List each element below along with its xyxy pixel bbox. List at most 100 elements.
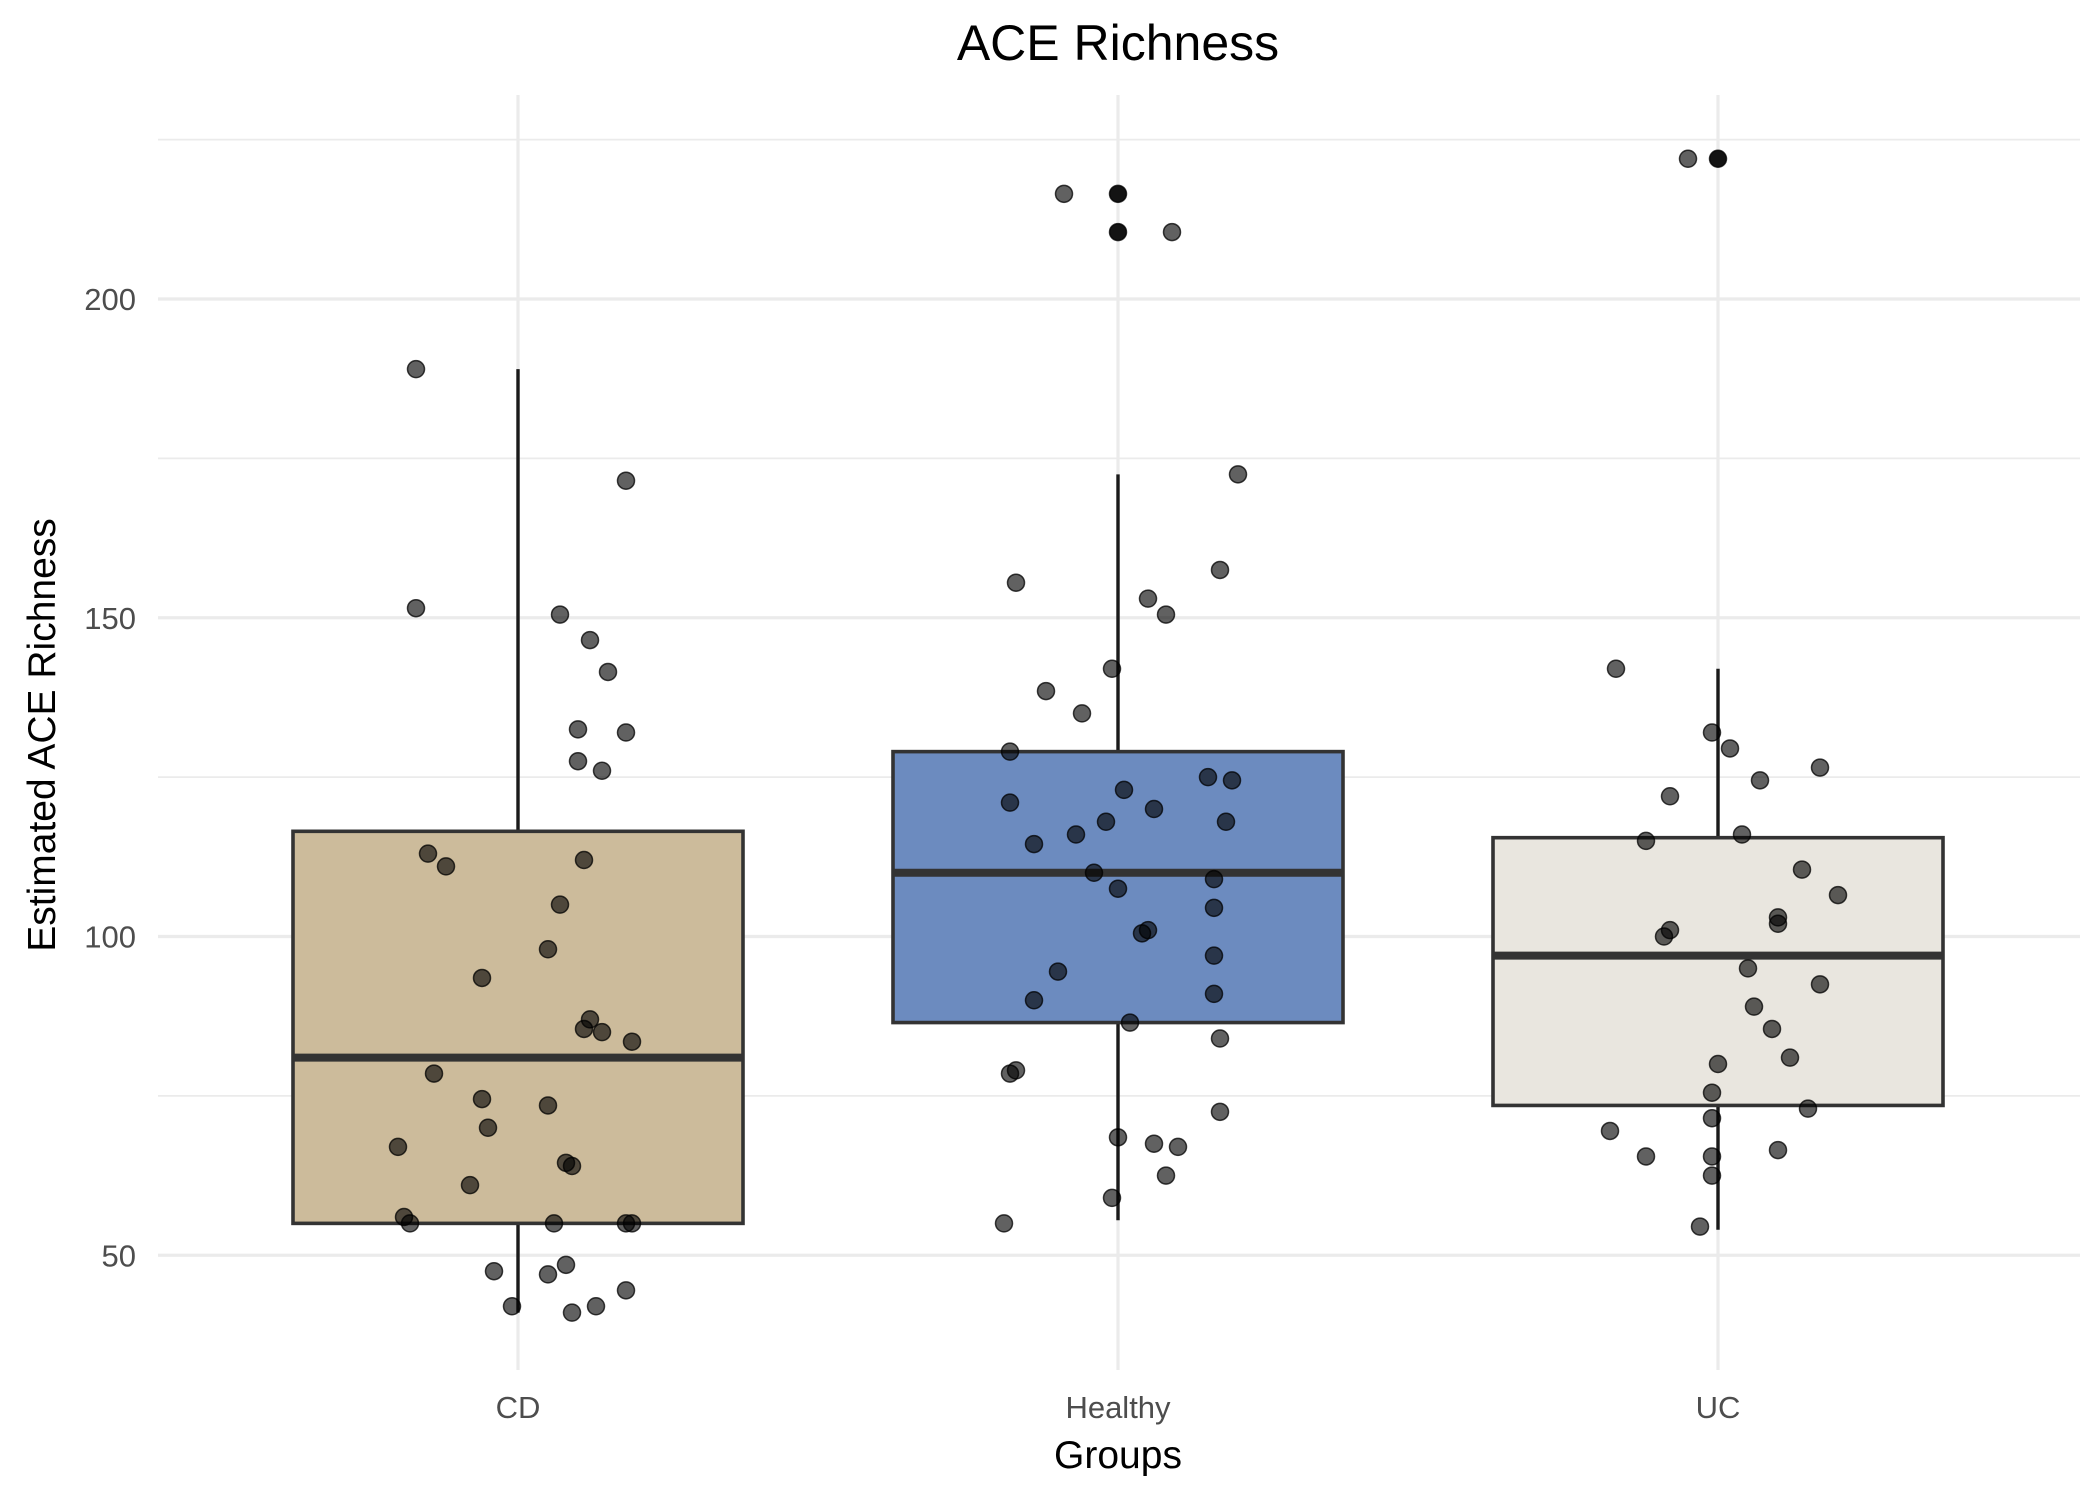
data-point — [580, 630, 600, 650]
data-point — [538, 1096, 558, 1115]
data-point — [1072, 704, 1092, 723]
data-point — [1828, 885, 1848, 905]
data-point — [1702, 1147, 1722, 1166]
data-point — [616, 1281, 636, 1300]
data-point — [1810, 758, 1830, 777]
data-point — [574, 1019, 594, 1039]
data-point — [568, 751, 588, 771]
data-point — [1210, 560, 1230, 580]
data-point — [1204, 984, 1224, 1004]
data-point — [1702, 723, 1722, 742]
data-point — [1228, 465, 1248, 484]
data-point — [1144, 1134, 1164, 1153]
data-point — [1702, 1166, 1722, 1185]
data-point — [1798, 1099, 1818, 1118]
outliers — [1109, 150, 1727, 241]
data-point — [1108, 1128, 1128, 1147]
data-point — [1006, 573, 1026, 592]
data-point — [556, 1255, 576, 1275]
data-point — [406, 359, 426, 379]
data-point — [1204, 946, 1224, 965]
data-point — [616, 723, 636, 742]
data-point — [1210, 1102, 1230, 1122]
data-point — [1054, 184, 1074, 204]
data-point — [1744, 997, 1764, 1016]
x-axis-ticks: CD Healthy UC — [496, 1390, 1741, 1425]
data-point — [1132, 924, 1152, 943]
data-point — [1120, 1013, 1140, 1032]
data-point — [1222, 771, 1242, 790]
data-point — [1144, 799, 1164, 819]
data-point — [622, 1214, 642, 1233]
data-point — [1762, 1019, 1782, 1039]
data-point — [1708, 1054, 1728, 1074]
data-point — [1204, 898, 1224, 918]
data-point — [418, 844, 438, 863]
data-point — [1156, 605, 1176, 624]
data-point — [1678, 149, 1698, 168]
data-point — [1768, 914, 1788, 933]
data-point — [538, 1265, 558, 1284]
data-point — [1792, 860, 1812, 879]
data-point — [484, 1261, 504, 1281]
data-point — [1138, 589, 1158, 608]
data-point — [1156, 1166, 1176, 1185]
data-point — [562, 1303, 582, 1322]
data-point — [1108, 184, 1128, 204]
data-point — [1168, 1137, 1188, 1157]
data-point — [1636, 1147, 1656, 1166]
data-point — [1036, 681, 1056, 701]
data-point — [622, 1032, 642, 1051]
data-point — [1738, 959, 1758, 978]
y-tick-label: 50 — [102, 1238, 136, 1273]
data-point — [1024, 834, 1044, 854]
data-point — [1000, 742, 1020, 761]
data-point — [1162, 222, 1182, 242]
data-point — [1066, 825, 1086, 844]
data-point — [550, 605, 570, 624]
x-tick-label: Healthy — [1065, 1390, 1171, 1425]
data-point — [544, 1214, 564, 1233]
data-point — [574, 850, 594, 870]
data-point — [616, 471, 636, 490]
data-point — [502, 1297, 522, 1316]
data-point — [1660, 787, 1680, 806]
y-tick-label: 200 — [84, 282, 136, 317]
data-point — [538, 940, 558, 959]
data-point — [436, 857, 456, 876]
data-point — [592, 1022, 612, 1042]
data-point — [994, 1214, 1014, 1233]
data-point — [1216, 812, 1236, 831]
data-point — [1000, 1064, 1020, 1083]
data-point — [460, 1175, 480, 1195]
data-point — [1198, 767, 1218, 787]
data-point — [1708, 149, 1728, 168]
data-point — [1048, 962, 1068, 981]
y-axis-title: Estimated ACE Richness — [21, 518, 64, 952]
data-point — [1702, 1083, 1722, 1102]
data-point — [1108, 879, 1128, 898]
data-point — [1102, 1188, 1122, 1208]
data-point — [550, 895, 570, 914]
y-axis-ticks: 50 100 150 200 — [84, 282, 136, 1273]
data-point — [1810, 975, 1830, 994]
data-point — [1690, 1217, 1710, 1236]
x-axis-title: Groups — [1054, 1434, 1182, 1477]
data-point — [406, 598, 426, 618]
y-tick-label: 100 — [84, 920, 136, 955]
data-point — [424, 1064, 444, 1083]
data-point — [1636, 831, 1656, 851]
data-point — [568, 720, 588, 739]
chart-title: ACE Richness — [957, 15, 1279, 71]
x-tick-label: UC — [1696, 1390, 1741, 1425]
x-tick-label: CD — [496, 1390, 541, 1425]
data-point — [1750, 771, 1770, 790]
data-point — [1102, 659, 1122, 678]
data-point — [1084, 863, 1104, 882]
data-point — [1210, 1029, 1230, 1048]
box-cd — [291, 829, 745, 1226]
data-point — [1606, 659, 1626, 678]
data-point — [472, 1089, 492, 1109]
